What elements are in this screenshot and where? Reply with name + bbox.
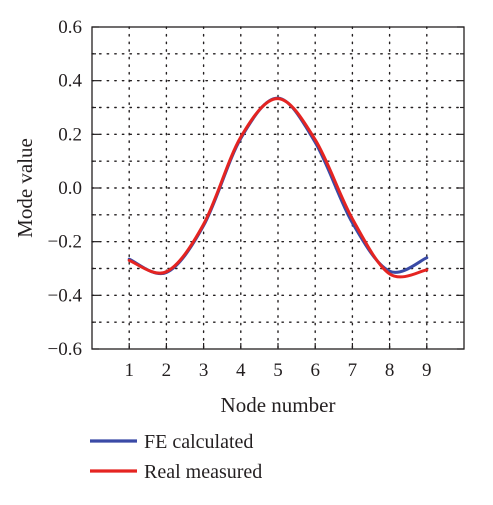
series-lines: [127, 96, 429, 279]
x-tick-label: 3: [199, 360, 209, 381]
y-axis-title: Mode value: [13, 138, 37, 238]
x-tick-label: 9: [422, 360, 432, 381]
y-tick-label: 0.0: [58, 178, 82, 199]
x-tick-label: 2: [162, 360, 172, 381]
y-tick-label: 0.4: [58, 71, 82, 92]
x-tick-label: 6: [310, 360, 320, 381]
y-tick-label: −0.6: [48, 339, 82, 360]
y-tick-label: 0.2: [58, 124, 82, 145]
x-tick-label: 5: [273, 360, 283, 381]
y-tick-label: −0.4: [48, 285, 83, 306]
x-tick-label: 4: [236, 360, 246, 381]
x-axis-title: Node number: [221, 393, 336, 417]
y-tick-label: −0.2: [48, 232, 82, 253]
legend: FE calculated Real measured: [90, 431, 262, 483]
grid: [91, 26, 465, 350]
y-tick-label: 0.6: [58, 17, 82, 38]
x-tick-label: 1: [124, 360, 134, 381]
series-line-real-measured: [127, 97, 429, 279]
axis-ticks: 1 2 3 4 5 6 7 8 9 −0.6 −0.4 −0.2 0.0 0.2 0.4 0.6: [48, 17, 464, 381]
legend-label: Real measured: [144, 461, 262, 483]
x-tick-label: 8: [385, 360, 395, 381]
legend-label: FE calculated: [144, 431, 253, 453]
x-tick-label: 7: [348, 360, 358, 381]
